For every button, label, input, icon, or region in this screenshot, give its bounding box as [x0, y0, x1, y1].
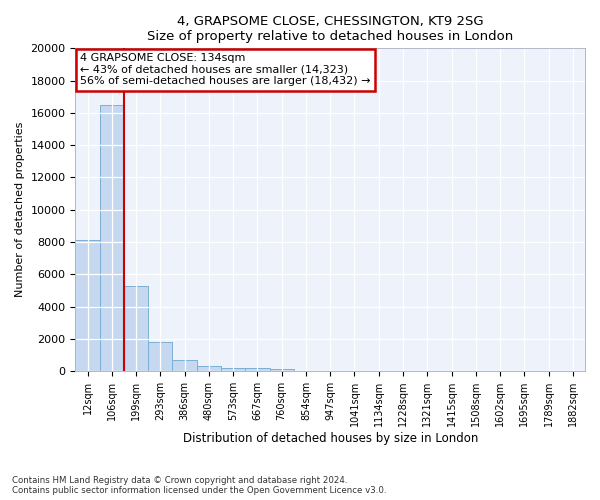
Bar	[221, 368, 245, 371]
Y-axis label: Number of detached properties: Number of detached properties	[15, 122, 25, 298]
Text: Contains HM Land Registry data © Crown copyright and database right 2024.
Contai: Contains HM Land Registry data © Crown c…	[12, 476, 386, 495]
Bar	[148, 342, 172, 371]
Bar	[100, 105, 124, 371]
Bar	[76, 240, 100, 371]
Bar	[197, 366, 221, 371]
Text: 4 GRAPSOME CLOSE: 134sqm
← 43% of detached houses are smaller (14,323)
56% of se: 4 GRAPSOME CLOSE: 134sqm ← 43% of detach…	[80, 53, 371, 86]
Bar	[269, 369, 294, 371]
Bar	[172, 360, 197, 371]
Bar	[124, 286, 148, 371]
X-axis label: Distribution of detached houses by size in London: Distribution of detached houses by size …	[182, 432, 478, 445]
Title: 4, GRAPSOME CLOSE, CHESSINGTON, KT9 2SG
Size of property relative to detached ho: 4, GRAPSOME CLOSE, CHESSINGTON, KT9 2SG …	[147, 15, 514, 43]
Bar	[245, 368, 269, 371]
